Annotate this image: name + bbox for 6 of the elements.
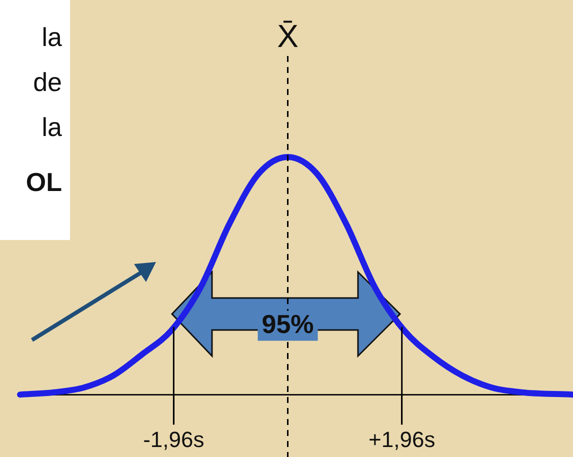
x-tick-label: +1,96s <box>368 426 436 452</box>
x-tick-label: -1,96s <box>143 426 204 452</box>
annotation: 95% <box>262 308 314 339</box>
text-box: la de la OL <box>0 0 70 240</box>
ref-line-label: X̄ <box>277 18 298 54</box>
annotation: OL <box>26 167 62 197</box>
